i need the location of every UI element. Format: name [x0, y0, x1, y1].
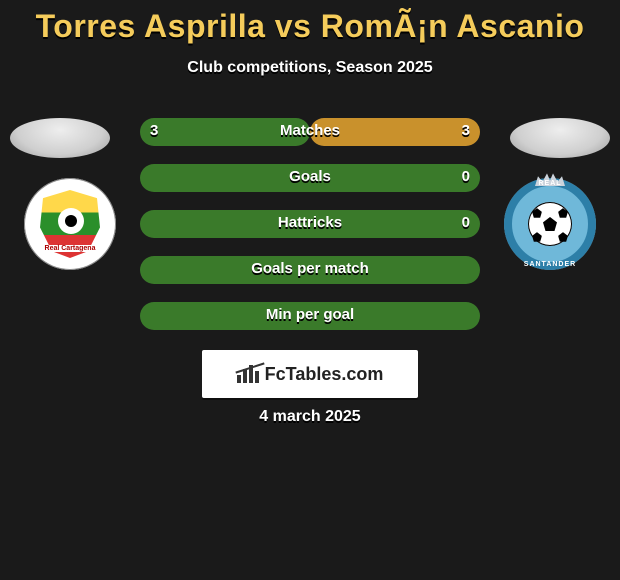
stat-label: Min per goal — [140, 306, 480, 323]
stat-row: Min per goal — [140, 302, 480, 330]
stat-row: Hattricks0 — [140, 210, 480, 238]
stat-label: Matches — [140, 122, 480, 139]
page-subtitle: Club competitions, Season 2025 — [0, 59, 620, 77]
page-title: Torres Asprilla vs RomÃ¡n Ascanio — [0, 0, 620, 45]
bar-chart-icon — [237, 365, 259, 383]
brand-text: FcTables.com — [265, 364, 384, 385]
stat-value-right: 0 — [462, 168, 470, 185]
stat-value-right: 3 — [462, 122, 470, 139]
stat-row: Goals0 — [140, 164, 480, 192]
stat-row: Goals per match — [140, 256, 480, 284]
stat-label: Goals — [140, 168, 480, 185]
stat-value-right: 0 — [462, 214, 470, 231]
stat-value-left: 3 — [150, 122, 158, 139]
stat-label: Hattricks — [140, 214, 480, 231]
stats-container: Matches33Goals0Hattricks0Goals per match… — [0, 118, 620, 348]
brand-box: FcTables.com — [202, 350, 418, 398]
stat-label: Goals per match — [140, 260, 480, 277]
stat-row: Matches3 3 — [140, 118, 480, 146]
comparison-date: 4 march 2025 — [0, 408, 620, 426]
